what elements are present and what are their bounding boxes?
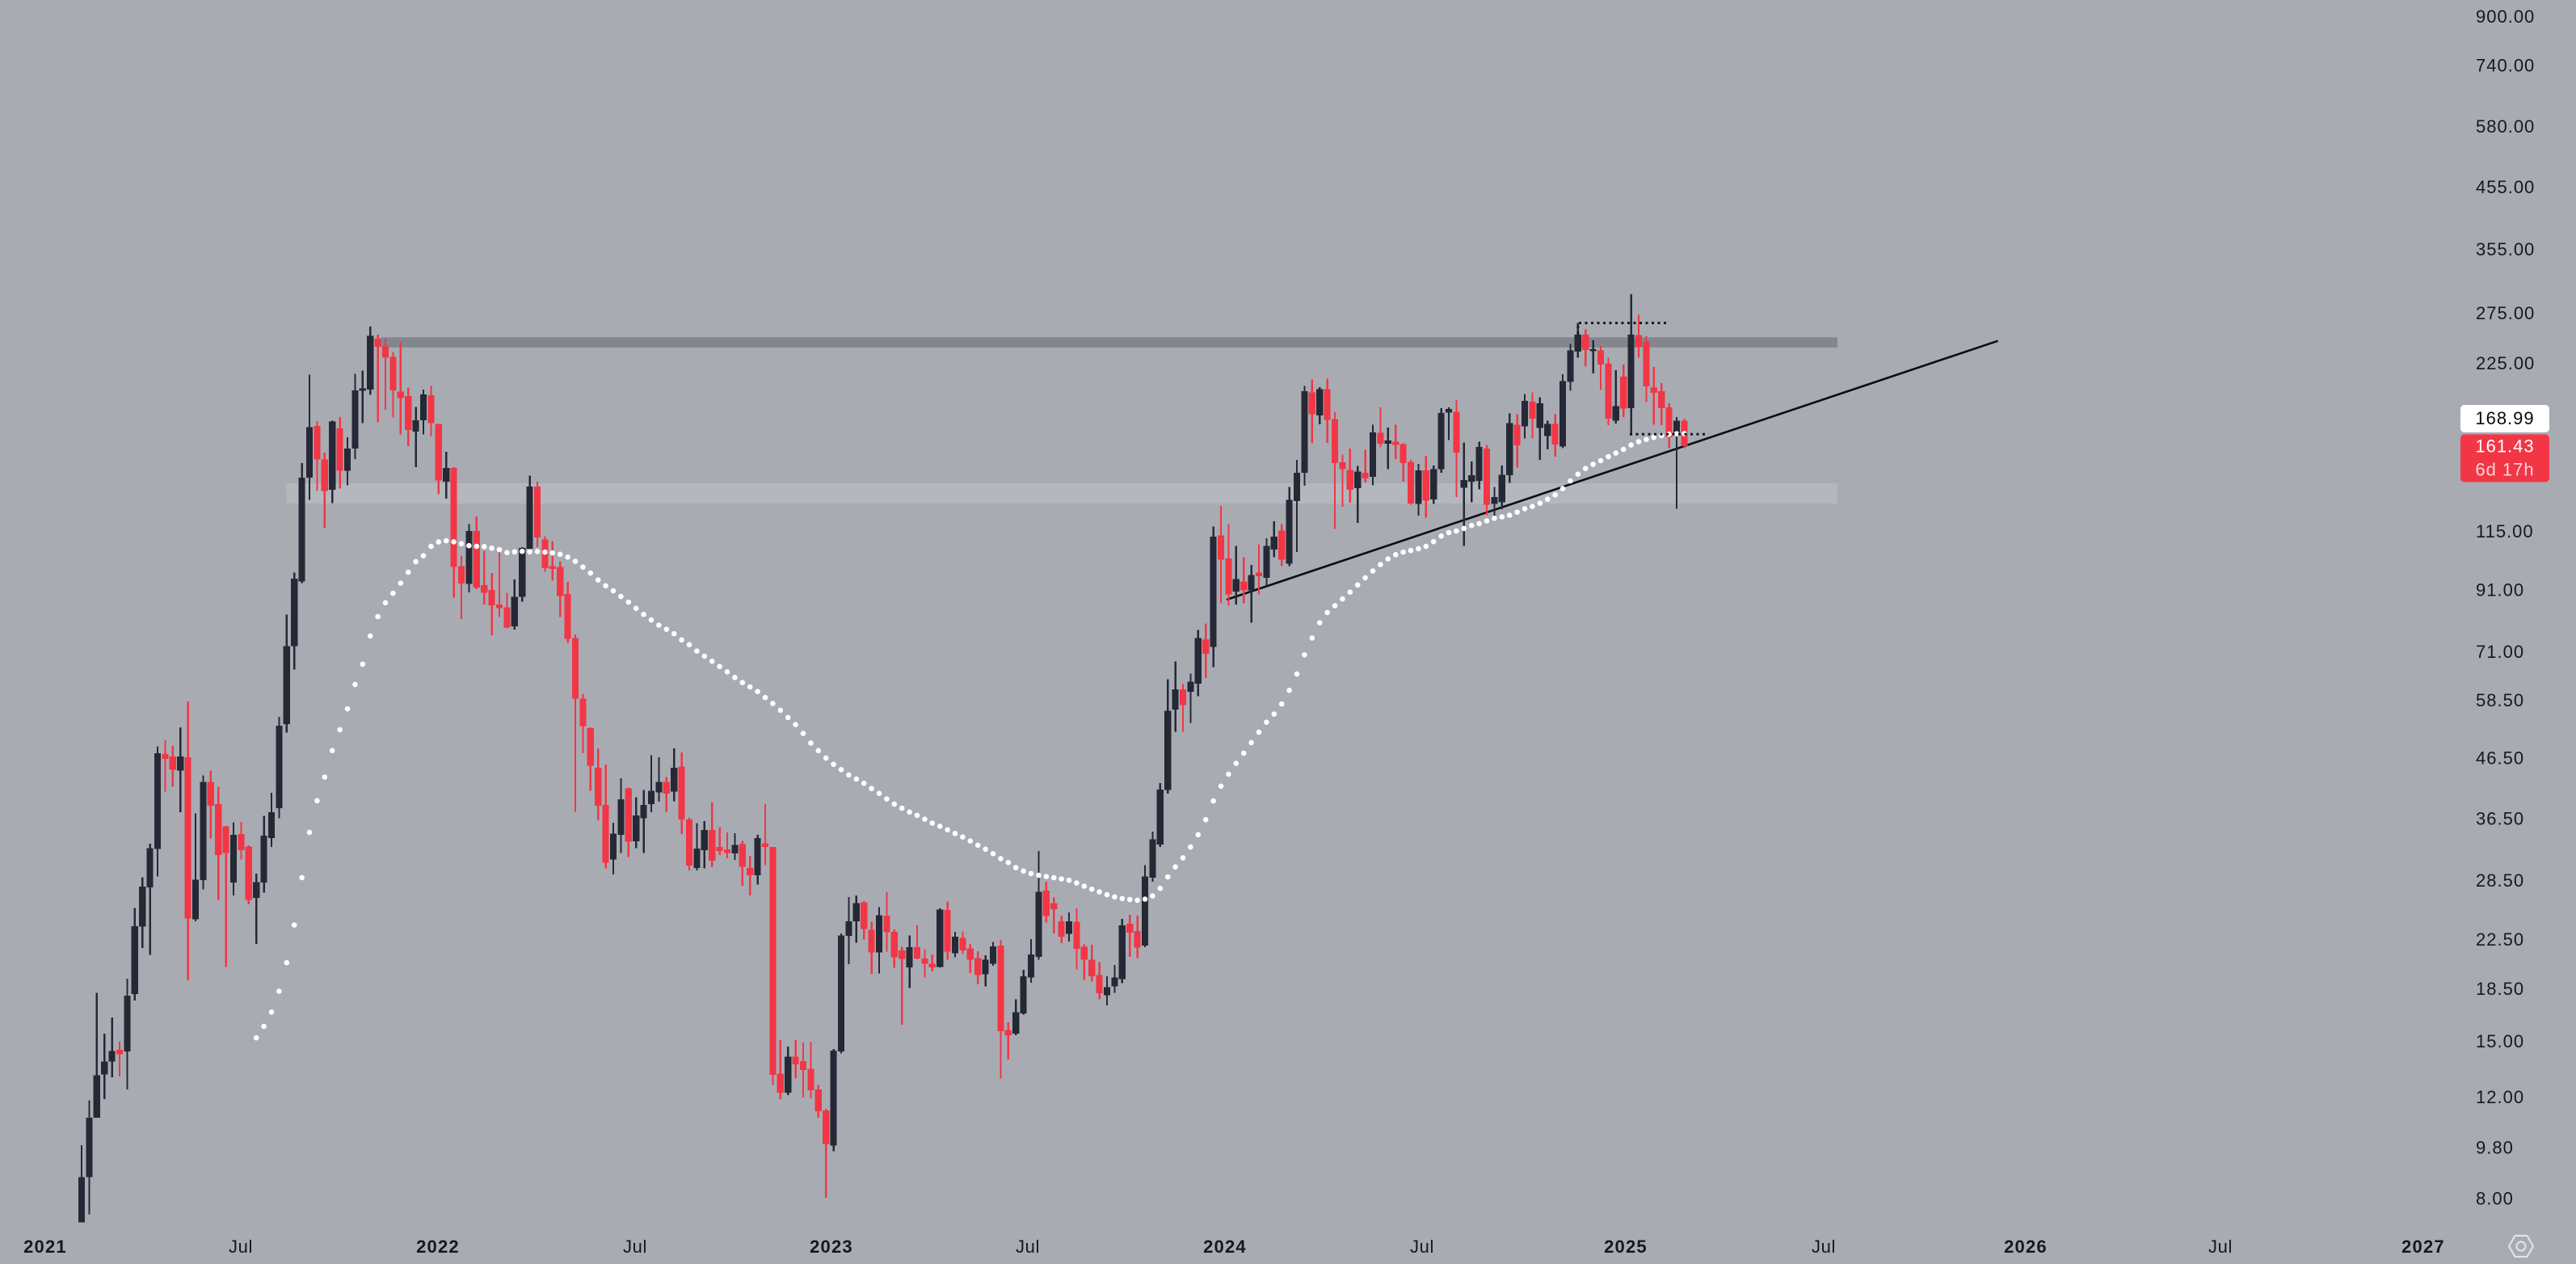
- svg-text:2021: 2021: [23, 1237, 67, 1257]
- svg-text:580.00: 580.00: [2476, 116, 2535, 137]
- svg-text:18.50: 18.50: [2476, 979, 2524, 999]
- svg-text:2027: 2027: [2401, 1237, 2445, 1257]
- svg-text:Jul: Jul: [1016, 1237, 1040, 1257]
- svg-text:Jul: Jul: [229, 1237, 253, 1257]
- svg-text:Jul: Jul: [2208, 1237, 2233, 1257]
- svg-text:Jul: Jul: [1812, 1237, 1836, 1257]
- svg-text:225.00: 225.00: [2476, 353, 2535, 373]
- svg-text:Jul: Jul: [623, 1237, 647, 1257]
- svg-text:Jul: Jul: [1410, 1237, 1434, 1257]
- svg-text:6d 17h: 6d 17h: [2475, 460, 2534, 480]
- svg-text:8.00: 8.00: [2476, 1189, 2514, 1209]
- svg-text:15.00: 15.00: [2476, 1031, 2524, 1051]
- svg-text:12.00: 12.00: [2476, 1087, 2524, 1107]
- svg-text:161.43: 161.43: [2475, 436, 2534, 457]
- svg-text:2023: 2023: [810, 1237, 853, 1257]
- svg-text:46.50: 46.50: [2476, 748, 2524, 768]
- svg-text:2026: 2026: [2004, 1237, 2048, 1257]
- svg-text:91.00: 91.00: [2476, 579, 2524, 600]
- svg-text:22.50: 22.50: [2476, 929, 2524, 950]
- svg-text:9.80: 9.80: [2476, 1138, 2514, 1158]
- svg-text:115.00: 115.00: [2476, 521, 2534, 541]
- svg-text:2022: 2022: [416, 1237, 460, 1257]
- svg-text:2025: 2025: [1604, 1237, 1648, 1257]
- svg-text:71.00: 71.00: [2476, 642, 2524, 662]
- svg-text:36.50: 36.50: [2476, 808, 2524, 828]
- svg-text:28.50: 28.50: [2476, 870, 2524, 891]
- svg-text:2024: 2024: [1203, 1237, 1247, 1257]
- svg-text:740.00: 740.00: [2476, 56, 2535, 76]
- svg-text:355.00: 355.00: [2476, 239, 2535, 259]
- svg-text:275.00: 275.00: [2476, 303, 2535, 323]
- svg-text:168.99: 168.99: [2475, 408, 2534, 428]
- svg-text:58.50: 58.50: [2476, 690, 2524, 710]
- svg-text:900.00: 900.00: [2476, 6, 2535, 27]
- svg-text:455.00: 455.00: [2476, 177, 2535, 197]
